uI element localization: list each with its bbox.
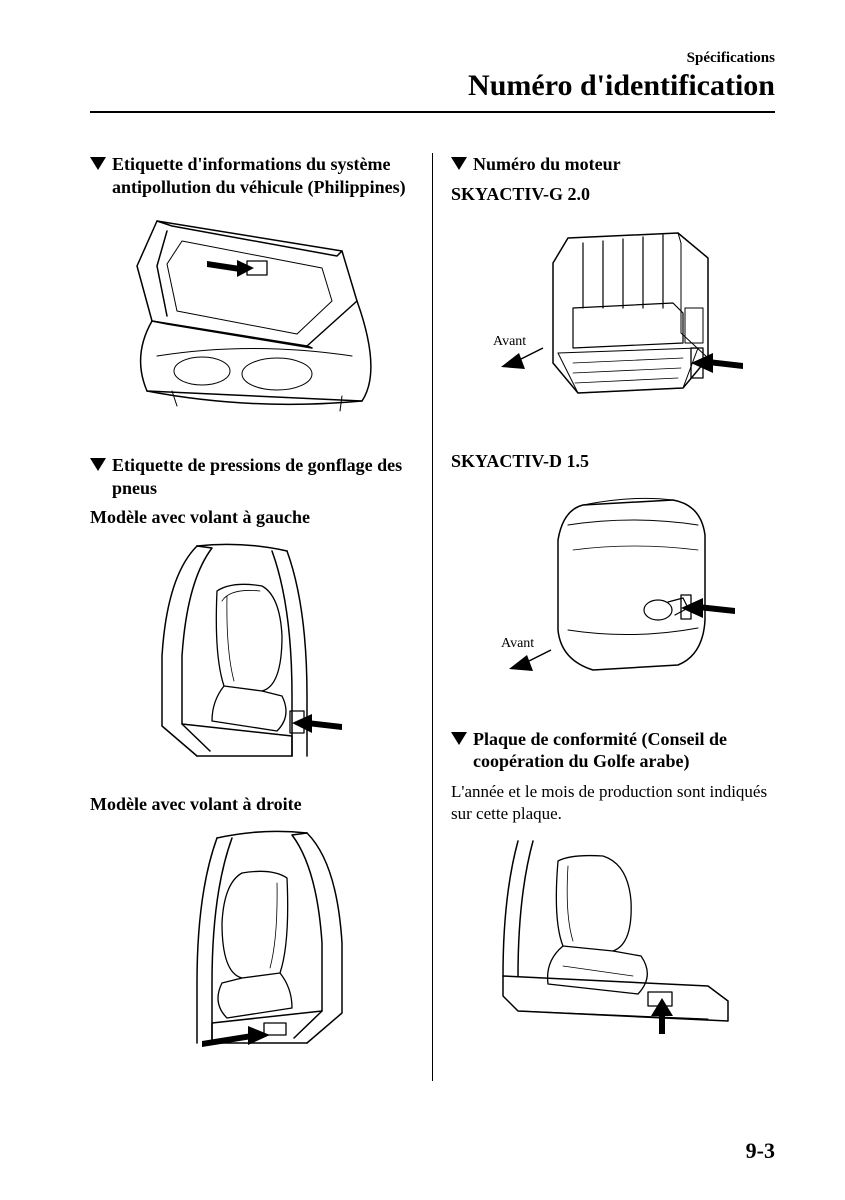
page-header: Spécifications Numéro d'identification (90, 50, 775, 103)
door-left-diagram-icon (142, 536, 362, 766)
engine-g20-diagram-icon: Avant (473, 213, 753, 423)
right-column: Numéro du moteur SKYACTIV-G 2.0 (432, 153, 775, 1081)
subhead-text: Plaque de conformité (Conseil de coopéra… (473, 728, 775, 773)
avant-label: Avant (493, 334, 526, 349)
figure-seat-sill (451, 836, 775, 1036)
subhead-conformity-plate: Plaque de conformité (Conseil de coopéra… (451, 728, 775, 773)
triangle-icon (90, 157, 106, 170)
subhead-text: Etiquette d'informations du système anti… (112, 153, 414, 198)
engine2-label: SKYACTIV-D 1.5 (451, 451, 775, 472)
figure-door-left (90, 536, 414, 766)
figure-engine-d15: Avant (451, 480, 775, 700)
content-columns: Etiquette d'informations du système anti… (90, 153, 775, 1081)
triangle-icon (90, 458, 106, 471)
engine1-label: SKYACTIV-G 2.0 (451, 184, 775, 205)
header-title: Numéro d'identification (90, 69, 775, 103)
figure-door-right (90, 823, 414, 1053)
triangle-icon (451, 157, 467, 170)
subhead-engine-number: Numéro du moteur (451, 153, 775, 176)
subhead-tire-pressure: Etiquette de pressions de gonflage des p… (90, 454, 414, 499)
model-left-label: Modèle avec volant à gauche (90, 507, 414, 528)
header-rule (90, 111, 775, 113)
triangle-icon (451, 732, 467, 745)
figure-hood-open (90, 206, 414, 426)
engine-d15-diagram-icon: Avant (473, 480, 753, 700)
figure-engine-g20: Avant (451, 213, 775, 423)
conformity-body-text: L'année et le mois de production sont in… (451, 781, 775, 827)
subhead-text: Numéro du moteur (473, 153, 621, 176)
header-section: Spécifications (90, 50, 775, 67)
seat-sill-diagram-icon (483, 836, 743, 1036)
door-right-diagram-icon (142, 823, 362, 1053)
page-number: 9-3 (746, 1138, 775, 1164)
subhead-text: Etiquette de pressions de gonflage des p… (112, 454, 414, 499)
subhead-emission-label: Etiquette d'informations du système anti… (90, 153, 414, 198)
avant-label: Avant (501, 636, 534, 651)
hood-diagram-icon (112, 206, 392, 426)
model-right-label: Modèle avec volant à droite (90, 794, 414, 815)
left-column: Etiquette d'informations du système anti… (90, 153, 432, 1081)
